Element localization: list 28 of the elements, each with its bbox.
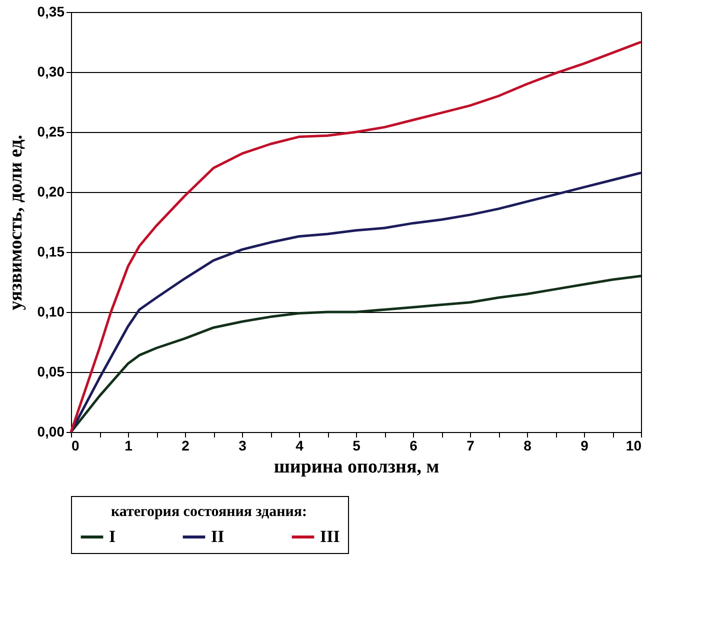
x-tick-label: 9 bbox=[580, 438, 589, 454]
legend-title: категория состояния здания: bbox=[110, 504, 308, 520]
y-tick-label: 0,15 bbox=[37, 244, 65, 260]
x-tick-label: 7 bbox=[466, 438, 475, 454]
y-tick-label: 0,00 bbox=[37, 424, 65, 440]
y-tick-label: 0,10 bbox=[37, 304, 65, 320]
x-tick-label: 6 bbox=[410, 438, 418, 454]
y-tick-label: 0,30 bbox=[37, 64, 65, 80]
line-series bbox=[70, 172, 642, 434]
y-tick-label: 0,20 bbox=[37, 184, 65, 200]
x-tick-label: 10 bbox=[626, 438, 642, 454]
y-axis-title: уязвимость, доли ед. bbox=[5, 134, 26, 310]
x-tick-label: 2 bbox=[182, 438, 190, 454]
y-tick-label: 0,05 bbox=[37, 364, 65, 380]
x-tick-label: 4 bbox=[296, 438, 304, 454]
x-axis-title: ширина оползня, м bbox=[274, 456, 440, 478]
x-tick-label: 3 bbox=[238, 438, 247, 454]
line-series bbox=[70, 40, 642, 434]
legend-label: II bbox=[211, 527, 225, 546]
y-tick-label: 0,25 bbox=[37, 124, 65, 140]
y-tick-label: 0,35 bbox=[37, 4, 65, 20]
x-tick-label: 5 bbox=[352, 438, 361, 454]
x-tick-label: 0 bbox=[72, 438, 80, 454]
line-series bbox=[70, 274, 642, 434]
legend-label: I bbox=[109, 527, 116, 546]
x-tick-label: 1 bbox=[124, 438, 133, 454]
x-tick-label: 8 bbox=[524, 438, 532, 454]
legend-label: III bbox=[320, 527, 340, 546]
